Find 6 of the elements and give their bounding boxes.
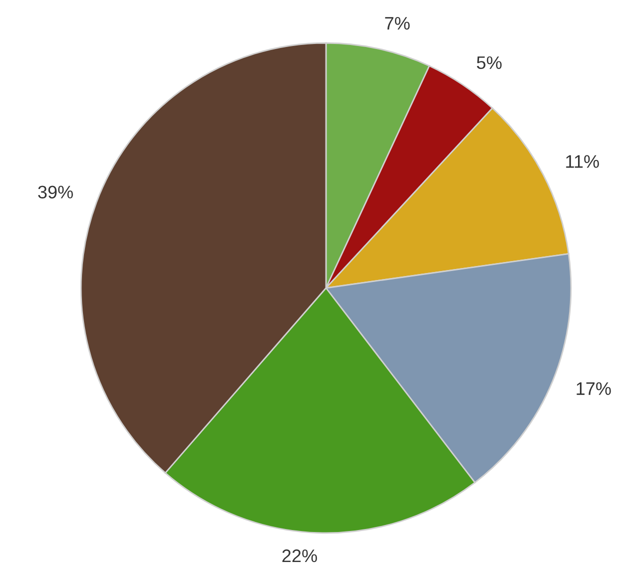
data-label: 39%	[38, 186, 73, 198]
data-label: 11%	[566, 155, 599, 168]
data-label: 7%	[385, 17, 410, 30]
data-label: 22%	[282, 549, 317, 562]
data-label: 17%	[576, 382, 611, 395]
data-label: 5%	[476, 56, 502, 70]
